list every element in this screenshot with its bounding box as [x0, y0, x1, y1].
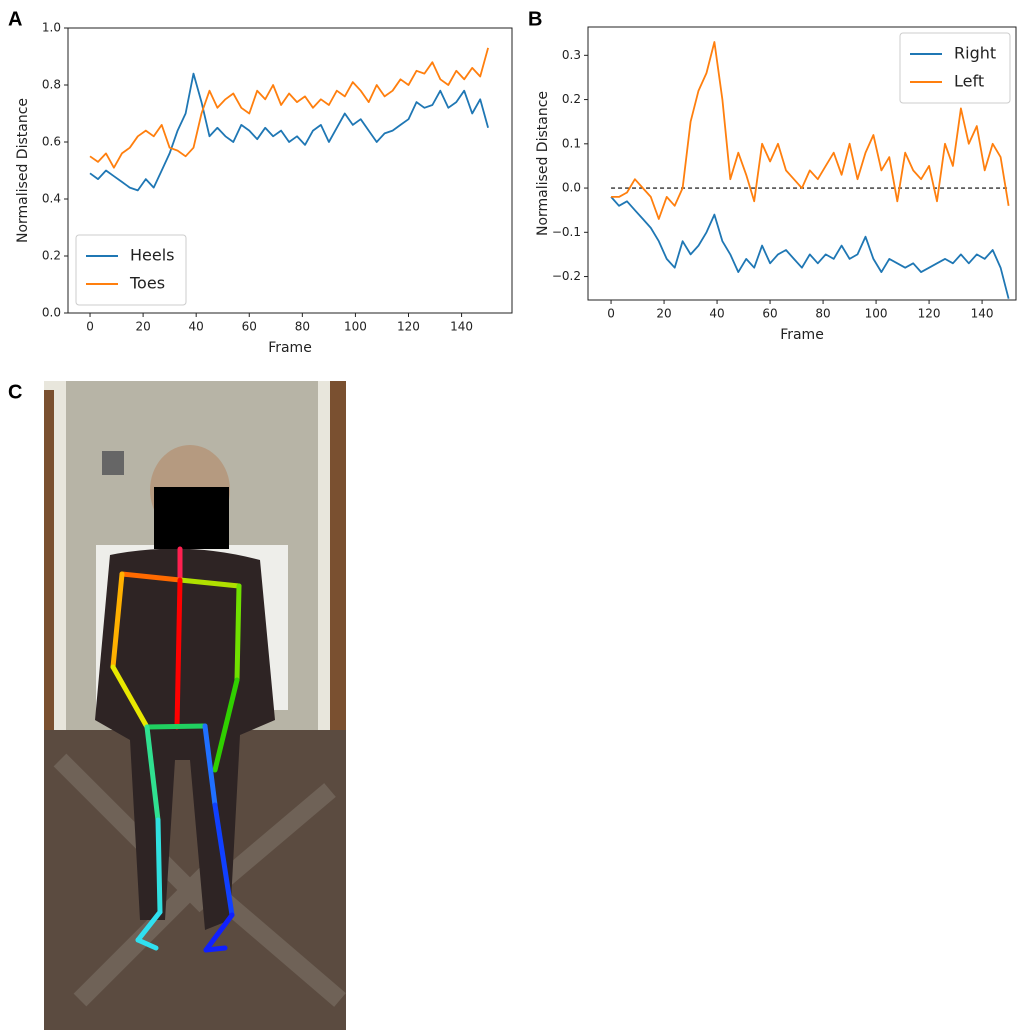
x-tick-label: 100	[344, 320, 367, 334]
x-tick-label: 120	[397, 320, 420, 334]
x-tick-label: 40	[189, 320, 204, 334]
x-tick-label: 40	[709, 307, 724, 321]
y-tick-label: 0.4	[42, 192, 61, 206]
y-tick-label: 0.3	[562, 48, 581, 62]
y-tick-label: −0.2	[552, 269, 581, 283]
x-tick-label: 60	[242, 320, 257, 334]
x-tick-label: 120	[918, 307, 941, 321]
y-tick-label: 0.0	[42, 306, 61, 320]
x-tick-label: 20	[135, 320, 150, 334]
y-axis-label: Normalised Distance	[535, 91, 551, 236]
x-axis-label: Frame	[268, 340, 312, 356]
legend-label: Left	[954, 72, 984, 91]
x-tick-label: 80	[815, 307, 830, 321]
data-line	[611, 41, 1010, 220]
x-tick-label: 60	[762, 307, 777, 321]
x-tick-label: 100	[865, 307, 888, 321]
axes-frame	[67, 27, 513, 314]
y-tick-label: 0.0	[562, 181, 581, 195]
y-tick-label: 1.0	[42, 21, 61, 35]
y-tick-label: 0.8	[42, 78, 61, 92]
axes-frame	[587, 26, 1017, 301]
data-line	[89, 72, 489, 192]
x-tick-label: 0	[86, 320, 94, 334]
panel-label: C	[8, 381, 22, 403]
panel-label: B	[528, 8, 542, 30]
legend-label: Right	[954, 44, 996, 63]
data-line	[610, 196, 1010, 299]
photo	[44, 381, 346, 1030]
x-tick-label: 20	[656, 307, 671, 321]
y-tick-label: 0.2	[562, 92, 581, 106]
x-tick-label: 140	[450, 320, 473, 334]
y-tick-label: −0.1	[552, 225, 581, 239]
legend-box	[75, 234, 187, 306]
legend-box	[899, 32, 1011, 104]
y-axis-label: Normalised Distance	[15, 98, 31, 243]
y-tick-label: 0.1	[562, 136, 581, 150]
x-tick-label: 80	[295, 320, 310, 334]
panel-label: A	[8, 8, 22, 30]
y-tick-label: 0.2	[42, 249, 61, 263]
legend-label: Heels	[130, 246, 175, 265]
x-tick-label: 140	[971, 307, 994, 321]
y-tick-label: 0.6	[42, 135, 61, 149]
legend-label: Toes	[129, 274, 165, 293]
x-tick-label: 0	[607, 307, 615, 321]
x-axis-label: Frame	[780, 327, 824, 343]
data-line	[89, 47, 489, 169]
